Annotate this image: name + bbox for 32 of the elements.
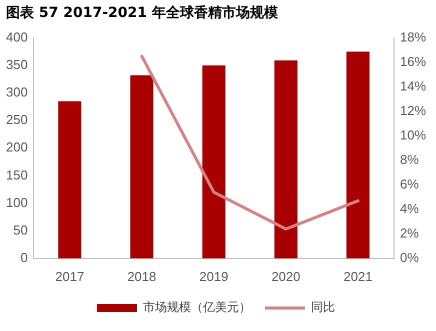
y2-tick-label: 16% [400,54,426,69]
bar [202,65,226,258]
y-tick-label: 400 [6,29,28,44]
y-tick-label: 350 [6,56,28,72]
chart-title: 图表 57 2017-2021 年全球香精市场规模 [6,4,278,22]
y-tick-label: 250 [6,112,28,128]
legend-label: 同比 [311,300,335,314]
y2-tick-label: 6% [400,176,420,192]
bar [274,60,298,258]
y2-tick-label: 14% [400,78,426,94]
y2-tick-label: 18% [400,29,426,44]
bar [58,101,82,258]
bar [346,52,370,258]
y2-tick-label: 2% [400,225,420,240]
bar [130,75,154,258]
y2-tick-label: 0% [400,250,420,265]
y2-tick-label: 12% [400,102,426,118]
x-tick-label: 2019 [199,268,228,284]
x-tick-label: 2020 [271,268,300,284]
y-tick-label: 300 [6,84,28,100]
y-tick-label: 150 [6,167,28,182]
y-tick-label: 200 [6,140,28,155]
x-tick-label: 2018 [127,268,156,284]
y-tick-label: 100 [6,194,28,210]
y2-tick-label: 8% [400,152,420,167]
x-tick-label: 2021 [343,268,372,284]
legend-label: 市场规模（亿美元） [143,300,251,314]
y2-tick-label: 10% [400,127,426,142]
y-tick-label: 50 [13,222,28,238]
y-tick-label: 0 [20,250,28,265]
x-tick-label: 2017 [55,268,84,284]
y2-tick-label: 4% [400,200,420,216]
